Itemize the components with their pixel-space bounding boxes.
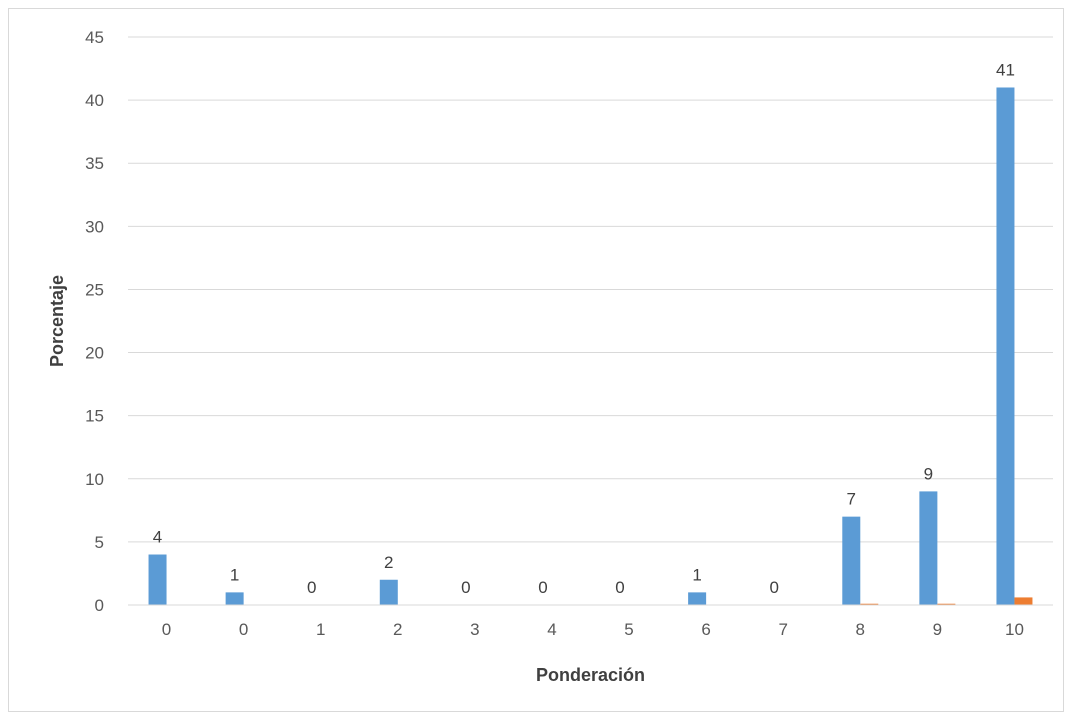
- y-tick-label: 40: [85, 91, 104, 110]
- y-tick-label: 20: [85, 344, 104, 363]
- bar-series-1: [996, 87, 1015, 605]
- data-label: 0: [461, 578, 470, 597]
- y-tick-label: 45: [85, 28, 104, 47]
- bar-series-1: [148, 554, 167, 605]
- x-tick-label: 2: [393, 620, 402, 639]
- x-tick-label: 0: [239, 620, 248, 639]
- bars: [148, 87, 1033, 605]
- y-tick-label: 35: [85, 154, 104, 173]
- data-label: 0: [307, 578, 316, 597]
- data-label: 0: [769, 578, 778, 597]
- x-tick-label: 9: [933, 620, 942, 639]
- x-tick-label: 3: [470, 620, 479, 639]
- x-tick-label: 6: [701, 620, 710, 639]
- y-tick-label: 30: [85, 217, 104, 236]
- y-tick-label: 0: [95, 596, 104, 615]
- data-label: 0: [538, 578, 547, 597]
- x-tick-label: 1: [316, 620, 325, 639]
- bar-series-2: [860, 603, 879, 605]
- x-tick-label: 5: [624, 620, 633, 639]
- data-label: 4: [153, 528, 162, 547]
- y-tick-label: 25: [85, 280, 104, 299]
- bar-series-1: [919, 491, 938, 605]
- x-tick-label: 10: [1005, 620, 1024, 639]
- y-tick-label: 10: [85, 470, 104, 489]
- x-axis-title: Ponderación: [536, 665, 645, 685]
- bar-series-1: [688, 592, 707, 605]
- y-axis-title: Porcentaje: [47, 275, 67, 367]
- bar-series-1: [225, 592, 244, 605]
- data-label: 0: [615, 578, 624, 597]
- chart-area: [8, 8, 1064, 712]
- data-label: 9: [924, 464, 933, 483]
- x-tick-label: 8: [856, 620, 865, 639]
- data-label: 41: [996, 60, 1015, 79]
- bar-series-1: [842, 516, 861, 605]
- bar-series-2: [937, 603, 956, 605]
- data-label: 1: [692, 565, 701, 584]
- x-tick-label: 7: [778, 620, 787, 639]
- y-tick-label: 15: [85, 407, 104, 426]
- bar-series-1: [379, 579, 398, 605]
- gridlines: [128, 36, 1053, 543]
- bar-series-2: [1014, 597, 1033, 605]
- x-tick-label: 0: [162, 620, 171, 639]
- x-tick-label: 4: [547, 620, 556, 639]
- data-label: 1: [230, 565, 239, 584]
- data-label: 2: [384, 553, 393, 572]
- x-axis-tick-labels: 0 0 1 2 3 4 5 6 7 8 9 10: [162, 620, 1024, 639]
- y-axis-tick-labels: 0 5 10 15 20 25 30 35 40 45: [85, 28, 104, 615]
- data-label: 7: [847, 490, 856, 509]
- y-tick-label: 5: [95, 533, 104, 552]
